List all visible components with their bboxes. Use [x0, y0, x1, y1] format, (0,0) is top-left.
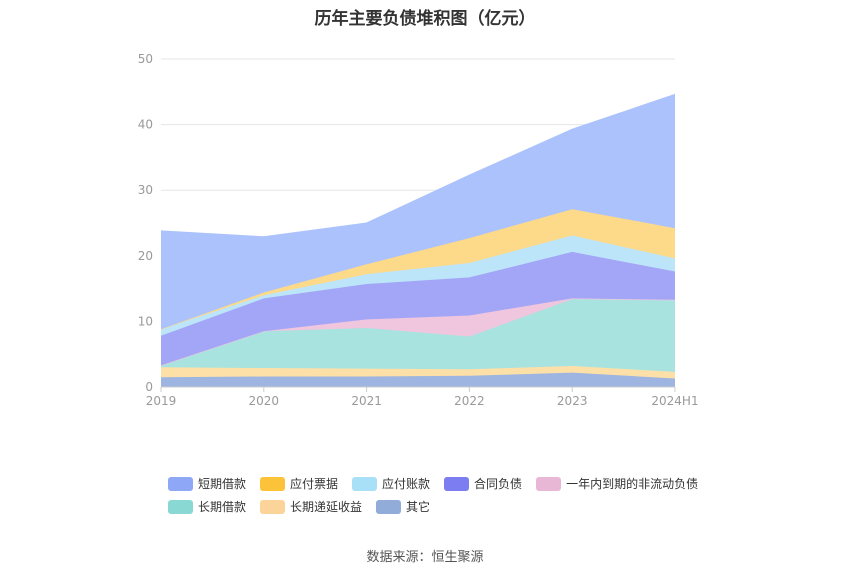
x-tick-label: 2023	[557, 394, 588, 408]
data-source: 数据来源：恒生聚源	[366, 550, 484, 565]
area-series-1	[161, 366, 675, 379]
legend-item-5[interactable]: 长期借款	[168, 495, 246, 518]
area-edge-7	[160, 93, 676, 238]
legend-item-3[interactable]: 合同负债	[444, 472, 522, 495]
area-series-7	[161, 94, 675, 330]
legend-swatch	[376, 499, 402, 514]
legend-label: 短期借款	[198, 477, 247, 491]
x-tick-label: 2019	[146, 394, 177, 408]
y-tick-label: 50	[138, 52, 153, 66]
x-tick-label: 2021	[351, 394, 382, 408]
legend-item-1[interactable]: 应付票据	[260, 472, 338, 495]
x-tick-label: 2022	[454, 394, 485, 408]
y-tick-label: 0	[145, 380, 153, 394]
area-series-4	[161, 251, 675, 366]
area-series-2	[161, 299, 675, 372]
legend-item-0[interactable]: 短期借款	[168, 472, 246, 495]
x-tick-label: 2024H1	[651, 394, 698, 408]
y-tick-label: 40	[138, 118, 153, 132]
legend-swatch	[536, 476, 562, 491]
chart-title: 历年主要负债堆积图（亿元）	[314, 9, 536, 29]
y-tick-label: 10	[138, 314, 153, 328]
area-series-0	[161, 372, 675, 387]
legend-label: 长期递延收益	[290, 500, 363, 514]
legend-swatch	[444, 476, 470, 491]
area-series-6	[161, 209, 675, 330]
legend-swatch	[260, 499, 286, 514]
legend-swatch	[168, 476, 193, 491]
area-series-3	[161, 298, 675, 366]
area-layer	[160, 93, 676, 387]
legend-row: 短期借款 应付票据 应付账款 合同负债 一年内到期的非流动负债长期借款 长期递延收益 其它	[168, 472, 728, 518]
legend-label: 其它	[406, 500, 431, 514]
legend-label: 应付票据	[290, 477, 339, 491]
legend-item-2[interactable]: 应付账款	[352, 472, 430, 495]
area-edge-4	[160, 251, 676, 337]
y-tick-label: 30	[138, 183, 153, 197]
legend-label: 一年内到期的非流动负债	[566, 477, 699, 491]
legend-item-7[interactable]: 其它	[376, 495, 430, 518]
legend-swatch	[260, 476, 286, 491]
legend-item-6[interactable]: 长期递延收益	[260, 495, 362, 518]
legend-item-4[interactable]: 一年内到期的非流动负债	[536, 472, 698, 495]
legend-swatch	[168, 499, 193, 514]
legend-swatch	[352, 476, 378, 491]
legend-label: 合同负债	[474, 477, 523, 491]
legend-label: 应付账款	[382, 477, 431, 491]
legend-label: 长期借款	[198, 500, 247, 514]
legend: 短期借款 应付票据 应付账款 合同负债 一年内到期的非流动负债长期借款 长期递延收益 其它	[168, 472, 728, 518]
y-tick-label: 20	[138, 249, 153, 263]
axis-layer: 0 10 20 30 40 50 2019 2020 2021 2022 2023 2024H1	[138, 52, 699, 408]
x-tick-label: 2020	[249, 394, 280, 408]
